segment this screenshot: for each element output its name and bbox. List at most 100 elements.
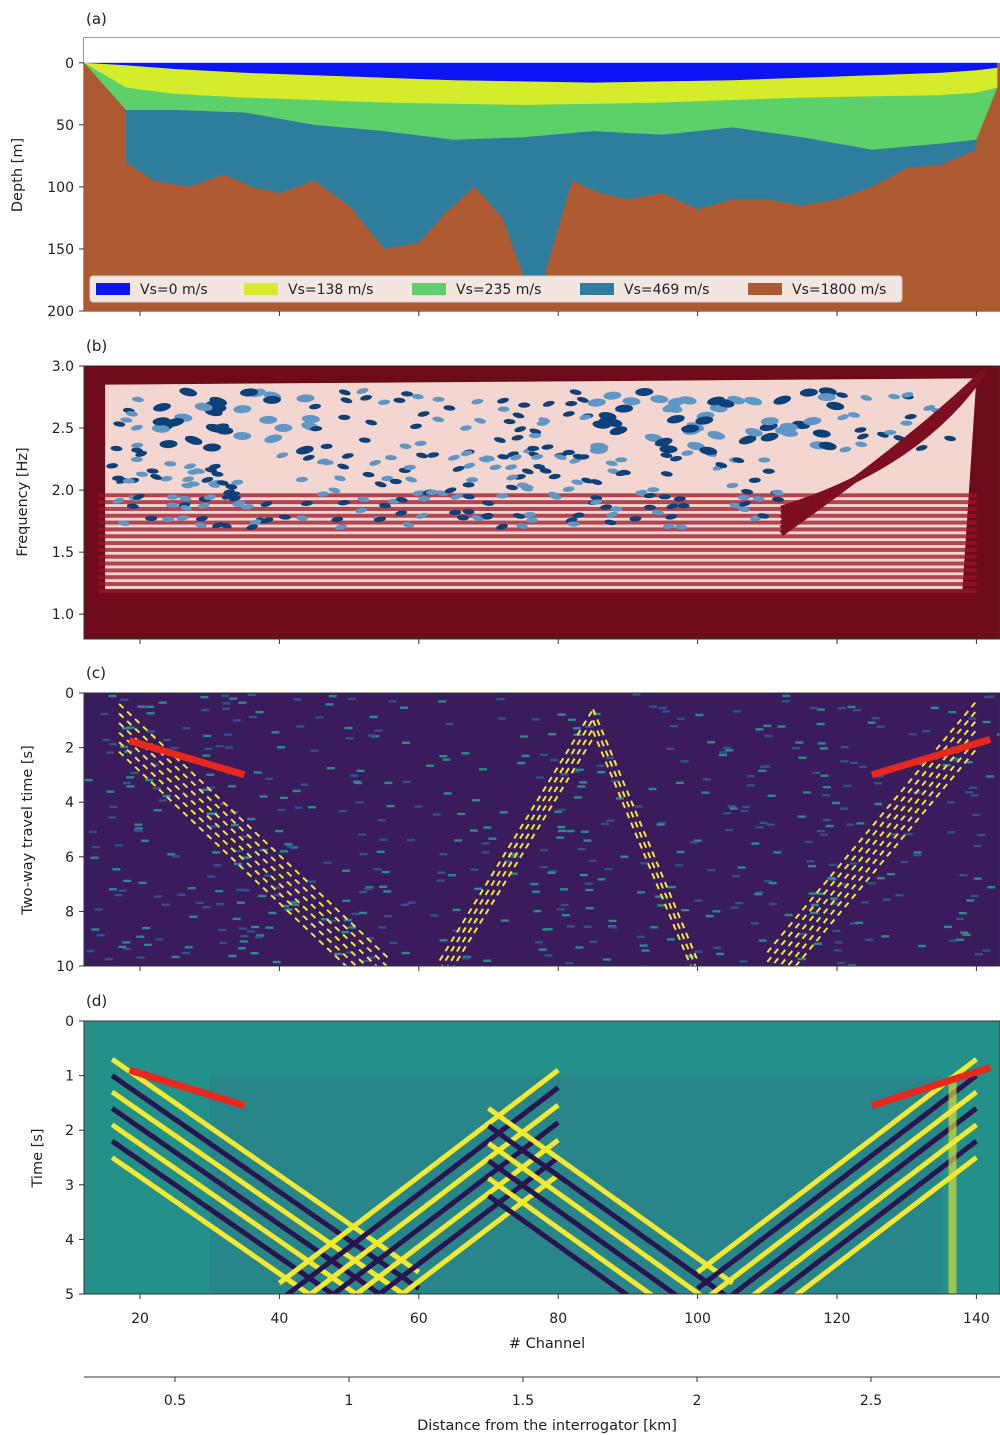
fringe-blob <box>615 404 634 413</box>
fringe-blob <box>131 396 144 403</box>
fringe-blob <box>732 457 745 463</box>
fringe-blob <box>531 454 544 460</box>
fringe-blob <box>208 404 227 413</box>
texture-dash <box>268 911 277 915</box>
texture-dash <box>694 899 703 902</box>
fringe-blob <box>497 406 510 412</box>
fringe-blob <box>715 462 728 468</box>
fringe-blob <box>678 396 697 405</box>
texture-dash <box>108 694 117 698</box>
texture-dash <box>566 829 575 833</box>
texture-dash <box>567 718 576 722</box>
texture-dash <box>146 712 155 715</box>
texture-dash <box>442 758 451 761</box>
texture-dash <box>143 943 152 947</box>
fringe-blob <box>658 494 671 500</box>
texture-dash <box>751 842 760 845</box>
texture-dash <box>378 926 387 929</box>
texture-dash <box>840 760 849 763</box>
fringe-blob <box>401 391 414 397</box>
panel-d-red-line-0 <box>128 1066 246 1109</box>
texture-dash <box>347 926 356 929</box>
texture-dash <box>755 826 764 829</box>
texture-dash <box>216 902 225 906</box>
texture-dash <box>982 949 991 952</box>
texture-dash <box>102 738 111 742</box>
texture-dash <box>325 703 334 706</box>
fringe-blob <box>202 443 221 452</box>
texture-dash <box>955 938 964 941</box>
texture-dash <box>376 850 385 854</box>
fringe-blob <box>518 402 531 408</box>
texture-dash <box>813 942 822 946</box>
fringe-blob <box>233 405 252 414</box>
texture-dash <box>443 792 452 795</box>
fringe-blob <box>340 397 353 404</box>
fringe-blob <box>180 505 193 511</box>
texture-dash <box>292 789 301 793</box>
fringe-red-band <box>98 520 977 525</box>
texture-dash <box>255 710 264 714</box>
fringe-blob <box>399 443 412 449</box>
texture-dash <box>426 764 435 767</box>
fringe-blob <box>738 435 757 445</box>
fringe-blob <box>338 414 351 420</box>
texture-dash <box>439 754 448 758</box>
texture-dash <box>248 715 257 719</box>
fringe-blob <box>539 468 552 474</box>
fringe-blob <box>471 398 484 405</box>
wavefront-band <box>110 1155 314 1294</box>
texture-dash <box>247 693 256 697</box>
texture-dash <box>136 956 145 959</box>
texture-dash <box>137 705 146 708</box>
texture-dash <box>795 741 804 744</box>
legend-box <box>89 275 903 303</box>
texture-dash <box>548 732 557 736</box>
ytick-label: 2 <box>65 741 74 757</box>
fringe-blob <box>212 522 224 529</box>
legend-label-1: Vs=138 m/s <box>288 282 373 298</box>
texture-dash <box>970 894 979 898</box>
texture-dash <box>293 698 302 701</box>
fringe-blob <box>166 494 179 500</box>
fringe-blob <box>803 417 822 426</box>
fringe-blob <box>365 419 378 426</box>
texture-dash <box>345 737 354 740</box>
texture-dash <box>209 812 218 815</box>
fringe-blob <box>478 456 491 463</box>
fringe-blob <box>729 502 742 509</box>
texture-dash <box>221 694 230 697</box>
texture-dash <box>308 880 317 883</box>
texture-dash <box>509 872 518 875</box>
xtick-label: 60 <box>410 1311 428 1327</box>
texture-dash <box>867 721 876 724</box>
fringe-blob <box>395 510 408 516</box>
legend-label-2: Vs=235 m/s <box>456 282 541 298</box>
fringe-blob <box>562 486 575 492</box>
fringe-blob <box>300 500 313 507</box>
fringe-blob <box>334 475 346 482</box>
fringe-blob <box>837 414 850 421</box>
fringe-blob <box>506 474 519 481</box>
texture-dash <box>540 848 549 852</box>
fringe-blob <box>609 426 628 436</box>
texture-dash <box>799 932 808 936</box>
texture-dash <box>153 809 162 812</box>
fringe-blob <box>113 421 126 427</box>
texture-dash <box>367 956 376 959</box>
fringe-blob <box>317 458 329 465</box>
fringe-blob <box>673 496 686 502</box>
ytick-label: 1.0 <box>52 607 74 623</box>
fringe-blob <box>572 453 585 460</box>
texture-dash <box>782 694 791 698</box>
texture-dash <box>122 941 131 944</box>
texture-dash <box>577 785 586 788</box>
fringe-blob <box>572 512 585 518</box>
texture-dash <box>718 753 727 757</box>
fringe-blob <box>509 454 522 461</box>
texture-dash <box>820 833 829 836</box>
texture-dash <box>91 928 100 931</box>
wavefront-band <box>696 1057 978 1275</box>
texture-dash <box>88 830 97 834</box>
